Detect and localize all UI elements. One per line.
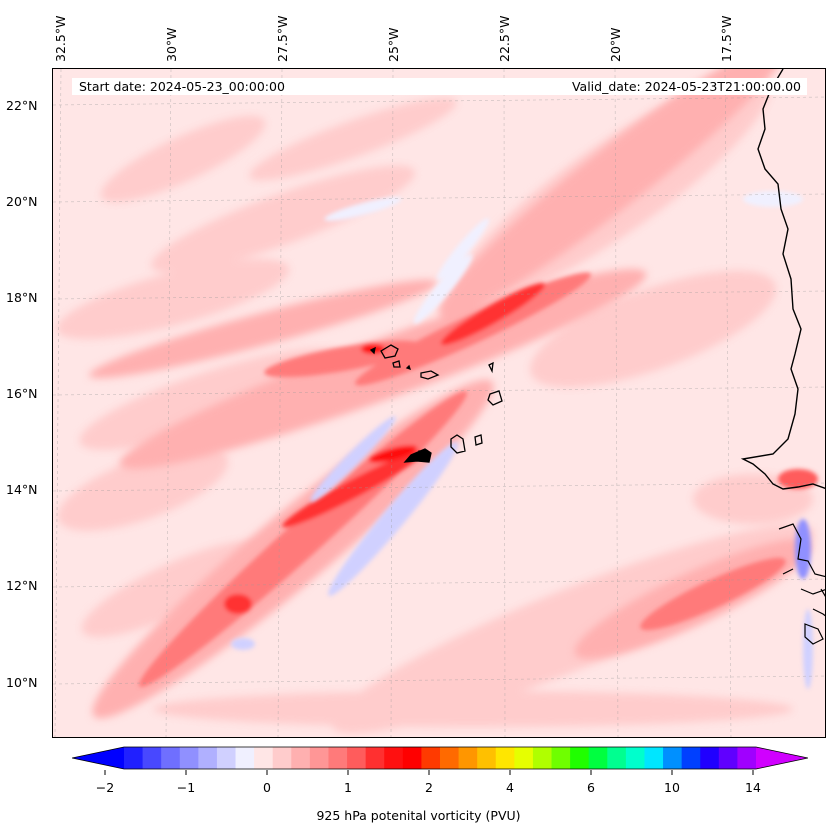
colorbar-segment	[588, 747, 608, 769]
latitude-label: 16°N	[6, 386, 38, 401]
colorbar-tick-label: 1	[344, 780, 352, 795]
colorbar-segment	[272, 747, 292, 769]
colorbar-segment	[384, 747, 404, 769]
colorbar-segment	[551, 747, 571, 769]
colorbar-tick-label: 4	[506, 780, 514, 795]
colorbar-segment	[718, 747, 738, 769]
pv-field-strong	[139, 272, 818, 687]
colorbar-tick-label: 6	[587, 780, 595, 795]
cape-verde-islands	[369, 344, 503, 463]
colorbar-segment	[440, 747, 460, 769]
longitude-label: 20°W	[608, 27, 623, 62]
colorbar-segment	[477, 747, 497, 769]
pv-negative-streaks	[231, 191, 813, 689]
colorbar-segment	[607, 747, 627, 769]
colorbar-segment	[179, 747, 199, 769]
colorbar-segment	[347, 747, 367, 769]
colorbar-segment	[402, 747, 422, 769]
latitude-label: 14°N	[6, 482, 38, 497]
colorbar-segment	[532, 747, 553, 769]
latitude-label: 20°N	[6, 194, 38, 209]
colorbar-segment	[458, 747, 478, 769]
colorbar-tick-label: 14	[745, 780, 761, 795]
colorbar-segment	[514, 747, 534, 769]
colorbar-segment	[309, 747, 329, 769]
africa-coastline	[740, 69, 825, 490]
colorbar-segment	[663, 747, 683, 769]
colorbar-segment	[124, 747, 144, 769]
start-date-label: Start date: 2024-05-23_00:00:00	[72, 78, 539, 95]
colorbar-segment	[625, 747, 645, 769]
colorbar-tick-marks	[104, 770, 754, 775]
colorbar-tick-label: 10	[664, 780, 680, 795]
graticule	[53, 69, 825, 737]
latitude-label: 10°N	[6, 675, 38, 690]
longitude-label: 25°W	[386, 27, 401, 62]
colorbar-segment	[161, 747, 181, 769]
longitude-label: 32.5°W	[53, 15, 68, 62]
colorbar-outline	[72, 746, 808, 770]
colorbar-segment	[421, 747, 441, 769]
colorbar-segment	[216, 747, 237, 769]
colorbar-tick-label: −2	[95, 780, 115, 795]
colorbar-tick-label: 0	[263, 780, 271, 795]
colorbar-extend-max	[756, 747, 808, 769]
colorbar-segment	[644, 747, 664, 769]
colorbar-segment	[700, 747, 720, 769]
map-panel	[52, 68, 826, 738]
colorbar-segment	[737, 747, 757, 769]
colorbar-segment	[365, 747, 385, 769]
valid-date-label: Valid_date: 2024-05-23T21:00:00.00	[532, 78, 807, 95]
colorbar-segment	[235, 747, 255, 769]
colorbar-tick-label: −1	[176, 780, 196, 795]
colorbar-tick-label: 2	[425, 780, 433, 795]
longitude-label: 22.5°W	[497, 15, 512, 62]
longitude-label: 30°W	[164, 27, 179, 62]
vorticity-map	[53, 69, 825, 737]
latitude-label: 22°N	[6, 98, 38, 113]
colorbar-extend-min	[72, 747, 124, 769]
colorbar-segment	[570, 747, 590, 769]
coast-detail	[778, 523, 825, 645]
colorbar	[72, 746, 808, 770]
colorbar-segment	[495, 747, 515, 769]
colorbar-title: 925 hPa potenital vorticity (PVU)	[316, 808, 521, 823]
colorbar-segment	[291, 747, 311, 769]
latitude-label: 12°N	[6, 578, 38, 593]
colorbar-segment	[328, 747, 348, 769]
colorbar-segment	[198, 747, 218, 769]
colorbar-segment	[681, 747, 701, 769]
colorbar-segment	[254, 747, 274, 769]
longitude-label: 17.5°W	[719, 15, 734, 62]
longitude-label: 27.5°W	[275, 15, 290, 62]
latitude-label: 18°N	[6, 290, 38, 305]
colorbar-segment	[142, 747, 162, 769]
